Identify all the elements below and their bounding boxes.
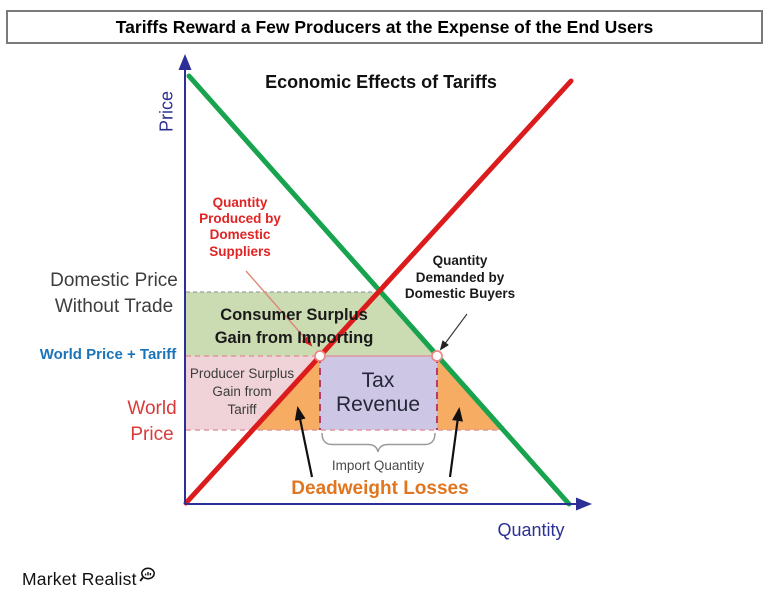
qty-supplied-arrow <box>245 270 313 347</box>
brand-logo: Market Realist <box>22 567 156 590</box>
deadweight-left-arrow <box>294 406 314 478</box>
world-price-label: World Price <box>127 398 177 445</box>
magnifier-chart-icon <box>139 567 155 582</box>
x-axis-arrow-icon <box>576 497 592 511</box>
import-quantity-brace <box>321 432 436 453</box>
demand-tariff-point <box>431 350 443 362</box>
x-axis-label: Quantity <box>497 520 565 540</box>
deadweight-losses-label: Deadweight Losses <box>291 478 469 499</box>
y-axis-arrow-icon <box>178 54 192 70</box>
producer-surplus-region <box>186 356 320 430</box>
deadweight-right-arrow <box>448 407 463 478</box>
quantity-demanded-annotation: Quantity Demanded by Domestic Buyers <box>404 253 516 301</box>
consumer-surplus-region <box>186 292 436 356</box>
world-price-plus-tariff-label: World Price + Tariff <box>39 346 177 363</box>
tax-revenue-label: Tax Revenue <box>335 369 421 416</box>
tax-revenue-region <box>320 356 437 430</box>
header-title: Tariffs Reward a Few Producers at the Ex… <box>115 16 654 37</box>
chart-title: Economic Effects of Tariffs <box>265 72 497 92</box>
y-axis-label: Price <box>156 91 177 133</box>
supply-tariff-point <box>314 350 326 362</box>
brand-name: Market Realist <box>22 569 137 589</box>
header-title-box: Tariffs Reward a Few Producers at the Ex… <box>6 10 763 44</box>
supply-line <box>183 78 574 506</box>
quantity-supplied-annotation: Quantity Produced by Domestic Suppliers <box>199 195 281 259</box>
domestic-price-label: Domestic Price Without Trade <box>50 270 178 317</box>
consumer-surplus-label: Consumer Surplus Gain from Importing <box>214 306 374 347</box>
producer-surplus-label: Producer Surplus Gain from Tariff <box>189 366 295 417</box>
qty-demanded-arrow <box>439 313 468 351</box>
import-quantity-label: Import Quantity <box>331 458 425 473</box>
